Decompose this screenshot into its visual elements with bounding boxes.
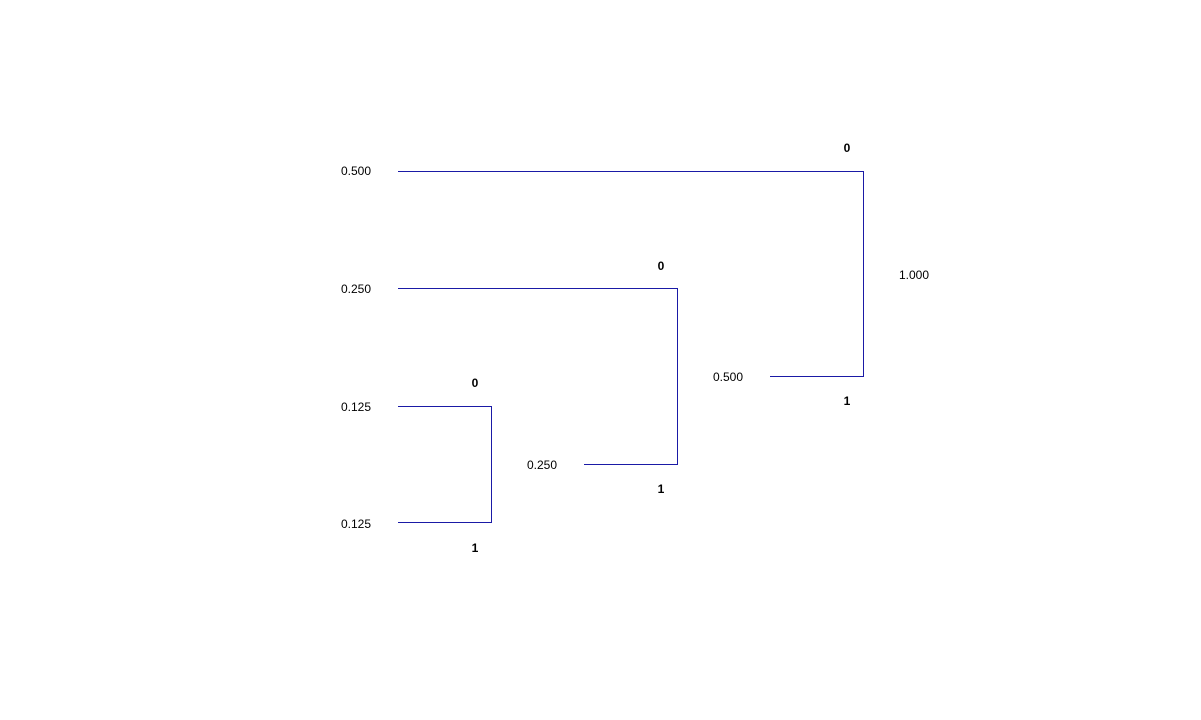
node-bcd-probability: 0.500 xyxy=(713,370,743,384)
node-cd-lower-bit: 1 xyxy=(472,541,479,555)
root-lower-bit: 1 xyxy=(844,394,851,408)
leaf-a-probability: 0.500 xyxy=(341,164,371,178)
leaf-d-probability: 0.125 xyxy=(341,517,371,531)
node-cd-probability: 0.250 xyxy=(527,458,557,472)
leaf-c-probability: 0.125 xyxy=(341,400,371,414)
root-probability: 1.000 xyxy=(899,268,929,282)
root-upper-bit: 0 xyxy=(844,141,851,155)
node-cd-upper-bit: 0 xyxy=(472,376,479,390)
node-bcd-lower-bit: 1 xyxy=(658,482,665,496)
node-bcd-upper-bit: 0 xyxy=(658,259,665,273)
leaf-b-probability: 0.250 xyxy=(341,282,371,296)
